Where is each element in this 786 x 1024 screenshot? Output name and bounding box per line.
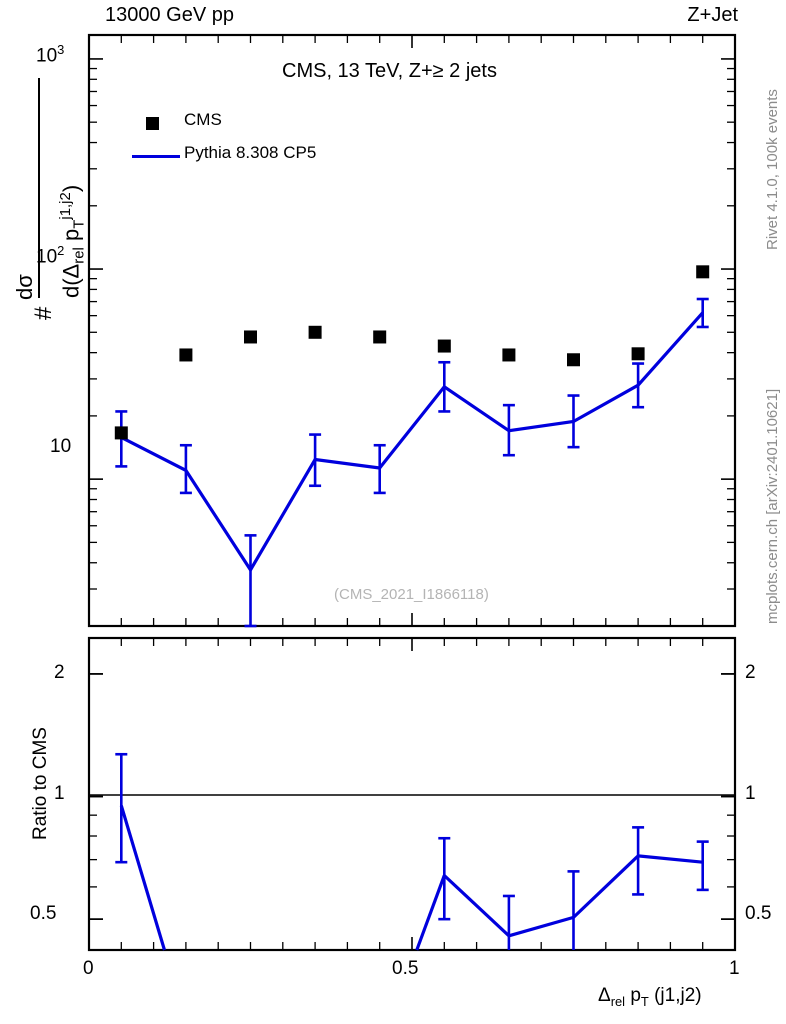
ratio-errorbar: [115, 752, 128, 864]
ratio-panel-frame: [87, 636, 737, 952]
x-tick-label-1: 1: [729, 958, 740, 979]
cms-data-marker: [308, 325, 322, 339]
pythia-errorbar: [438, 360, 451, 413]
pythia-errorbar: [309, 433, 322, 488]
cms-data-marker: [244, 330, 257, 344]
legend-marker-square: [146, 117, 159, 130]
ratio-errorbar: [502, 894, 515, 950]
legend-marker-line: [132, 155, 180, 158]
ratio-series-group: [115, 752, 709, 951]
dataset-watermark: (CMS_2021_I1866118): [334, 586, 489, 603]
pythia-errorbar: [632, 362, 645, 409]
y-ratio-label-1-right: 1: [745, 783, 756, 804]
legend-label-cms: CMS: [184, 110, 222, 129]
ratio-line-segment: [119, 805, 166, 951]
pythia-errorbar: [373, 443, 386, 495]
y-tick-label-1e2: 102: [36, 243, 65, 268]
pythia-errorbar: [567, 394, 580, 449]
ratio-line-segment: [637, 854, 703, 864]
ratio-line-segment: [572, 854, 640, 919]
x-axis-title: Δrel pT (j1,j2): [598, 985, 702, 1009]
y-ratio-label-05-left: 0.5: [30, 903, 57, 924]
cms-data-marker: [502, 348, 516, 362]
ratio-line-segment: [508, 915, 574, 938]
y-axis-title-fraction-bar: [38, 78, 40, 298]
ratio-errorbar: [438, 836, 451, 921]
header-right: Z+Jet: [687, 4, 738, 26]
x-tick-label-0: 0: [83, 958, 94, 979]
pythia-errorbar: [244, 534, 257, 628]
ratio-errorbar: [696, 840, 709, 892]
page-title: CMS, 13 TeV, Z+≥ 2 jets: [282, 60, 497, 82]
pythia-line: [120, 311, 704, 573]
y-ratio-label-2-right: 2: [745, 662, 756, 683]
pythia-errorbar: [502, 403, 515, 457]
axis-ticks: [88, 35, 736, 950]
main-panel-frame: [87, 33, 737, 628]
y-tick-label-1e3: 103: [36, 42, 65, 67]
legend-entry-pythia: Pythia 8.308 CP5: [132, 143, 400, 169]
ratio-line-segment: [415, 874, 446, 951]
cms-data-marker: [631, 347, 645, 361]
cms-data-marker: [567, 353, 580, 367]
legend-entry-cms: CMS: [140, 110, 400, 136]
legend-label-pythia: Pythia 8.308 CP5: [184, 143, 317, 162]
cms-data-marker: [373, 330, 387, 344]
y-ratio-label-2-left: 2: [54, 662, 65, 683]
ratio-line-segment: [443, 874, 510, 938]
y-tick-label-1e1: 10: [50, 436, 72, 457]
y-ratio-label-1-left: 1: [54, 783, 65, 804]
cms-data-marker: [696, 265, 710, 279]
main-series-group: [114, 265, 710, 628]
ratio-errorbar: [567, 870, 580, 950]
cms-data-marker: [114, 426, 128, 440]
header-left: 13000 GeV pp: [105, 4, 234, 26]
cms-data-marker: [437, 339, 451, 353]
y-ratio-label-05-right: 0.5: [745, 903, 772, 924]
y-axis-title-main: # dσ d(Δrel pTj1,j2): [0, 30, 88, 330]
ratio-errorbar: [632, 826, 645, 896]
pythia-errorbar: [179, 443, 192, 495]
pythia-errorbar: [696, 297, 709, 329]
cms-data-marker: [179, 348, 193, 362]
x-tick-label-05: 0.5: [392, 958, 419, 979]
